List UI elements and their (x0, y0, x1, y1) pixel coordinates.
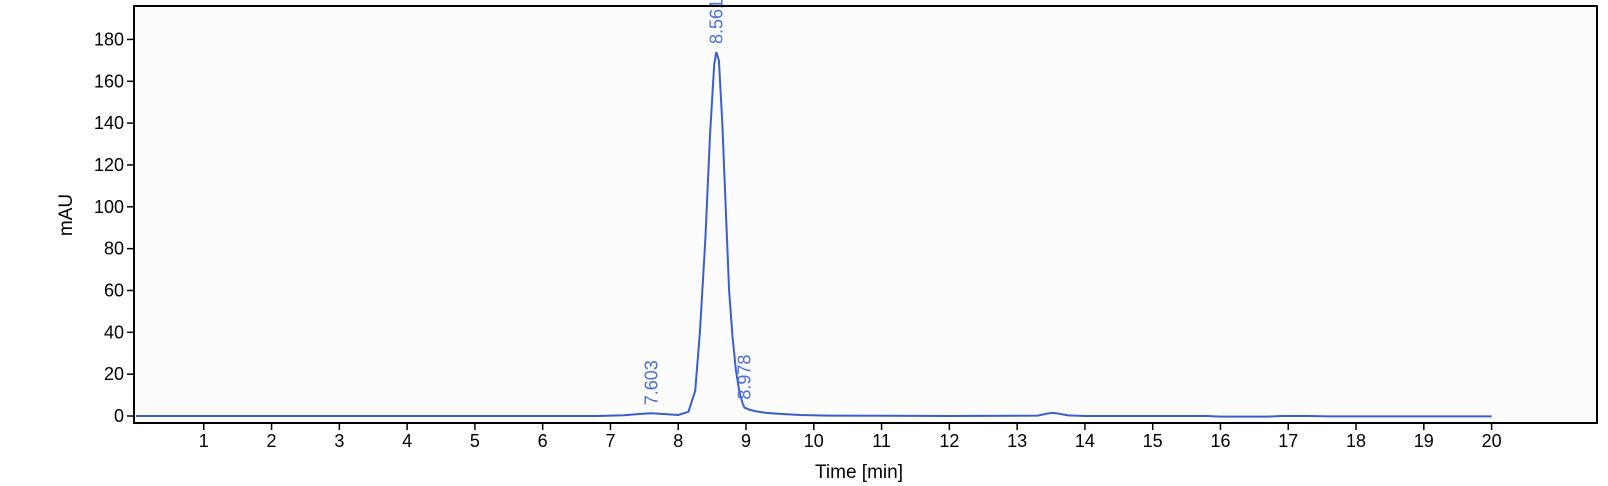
x-tick-label-8: 8 (673, 431, 683, 451)
y-axis: 0 20 40 60 80 100 120 140 160 180 (94, 29, 134, 426)
y-tick-label-120: 120 (94, 155, 124, 175)
x-tick-label-7: 7 (605, 431, 615, 451)
y-tick-label-100: 100 (94, 197, 124, 217)
x-tick-label-11: 11 (872, 431, 891, 451)
x-tick-label-16: 16 (1210, 431, 1230, 451)
x-tick-label-2: 2 (267, 431, 277, 451)
chromatogram-trace (136, 51, 1492, 418)
x-tick-label-19: 19 (1414, 431, 1434, 451)
x-tick-label-18: 18 (1346, 431, 1366, 451)
x-tick-label-14: 14 (1075, 431, 1095, 451)
x-tick-label-5: 5 (470, 431, 480, 451)
plot-frame (133, 5, 1598, 424)
x-tick-label-12: 12 (939, 431, 959, 451)
y-tick-label-80: 80 (104, 239, 124, 259)
y-tick-label-140: 140 (94, 113, 124, 133)
x-axis: 1 2 3 4 5 6 7 8 9 10 11 12 13 14 15 16 17 18 19 20 (199, 423, 1502, 451)
y-tick-label-160: 160 (94, 71, 124, 91)
x-tick-label-13: 13 (1007, 431, 1027, 451)
x-axis-title: Time [min] (815, 462, 903, 483)
x-tick-label-6: 6 (538, 431, 548, 451)
x-tick-label-17: 17 (1278, 431, 1298, 451)
peak-label-7.603: 7.603 (641, 360, 661, 405)
peak-labels: 7.603 8.561 8.978 (641, 0, 754, 405)
x-tick-label-9: 9 (741, 431, 751, 451)
y-tick-label-180: 180 (94, 29, 124, 49)
x-tick-label-4: 4 (402, 431, 412, 451)
peak-label-8.561: 8.561 (706, 0, 726, 44)
plot-background (134, 6, 1597, 423)
x-tick-label-10: 10 (804, 431, 824, 451)
x-tick-label-3: 3 (334, 431, 344, 451)
peak-label-8.978: 8.978 (735, 355, 755, 400)
y-axis-title: mAU (56, 194, 77, 236)
y-tick-label-40: 40 (104, 322, 124, 342)
x-tick-label-1: 1 (199, 431, 209, 451)
x-tick-label-20: 20 (1482, 431, 1502, 451)
y-tick-label-60: 60 (104, 280, 124, 300)
y-tick-label-0: 0 (114, 406, 124, 426)
y-tick-label-20: 20 (104, 364, 124, 384)
x-tick-label-15: 15 (1143, 431, 1163, 451)
